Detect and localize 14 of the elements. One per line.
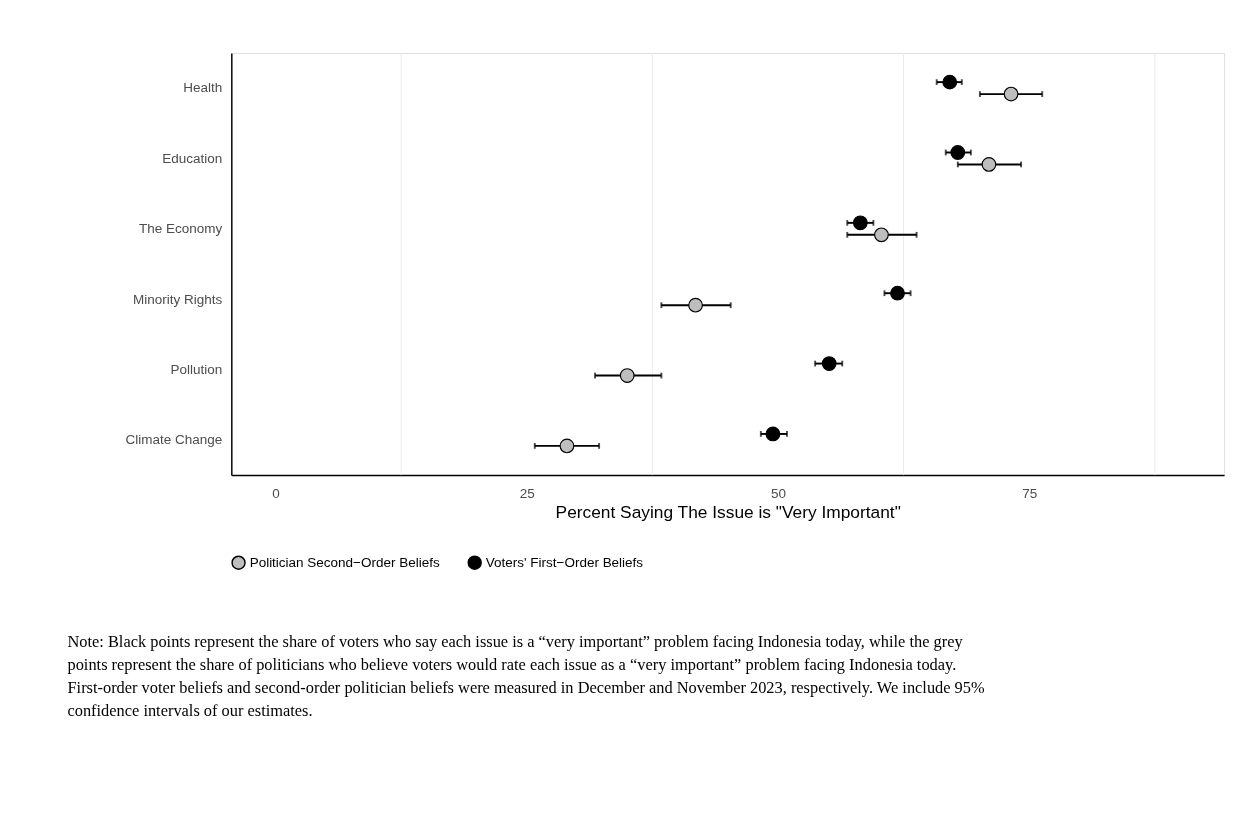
y-tick-label: Climate Change <box>125 432 223 448</box>
x-axis-title: Percent Saying The Issue is "Very Important" <box>555 501 901 522</box>
legend-label: Politician Second−Order Beliefs <box>249 554 440 570</box>
x-tick-label: 25 <box>519 485 535 501</box>
legend-label: Voters' First−Order Beliefs <box>485 554 644 570</box>
y-tick-label: The Economy <box>138 221 223 237</box>
y-tick-label: Education <box>162 150 223 166</box>
x-tick-label: 75 <box>1022 485 1038 501</box>
y-tick-label: Health <box>183 80 223 96</box>
x-tick-label: 50 <box>770 485 786 501</box>
text: Note: Black points represent the share of voters who say each issue is a “very important” problem facing Indonesia today, while the grey points represent the share of politicians who believe voters would rate each issue as a “very important” problem facing Indonesia today. First-order voter beliefs and second-order politician beliefs were measured in December and November 2023, respectively. We include 95% confidence intervals of our estimates. <box>67 631 985 721</box>
x-tick-label: 0 <box>272 485 280 501</box>
y-tick-label: Pollution <box>170 361 223 377</box>
y-tick-label: Minority Rights <box>132 291 223 307</box>
